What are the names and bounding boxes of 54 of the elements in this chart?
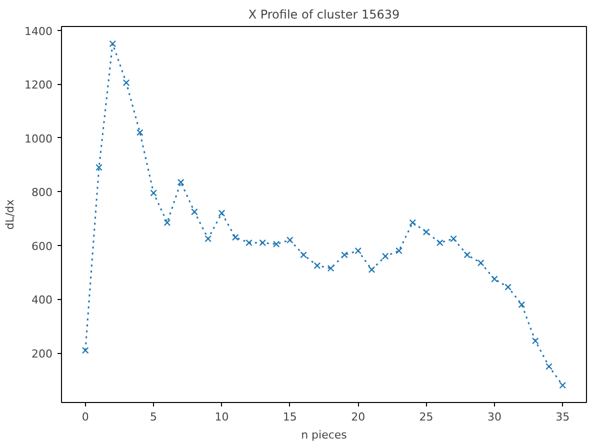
point	[82, 346, 89, 354]
point	[96, 164, 102, 171]
x-tick-label: 5	[150, 410, 158, 424]
x-tick-label: 15	[282, 410, 297, 424]
point	[272, 240, 280, 248]
x-tick-label: 30	[487, 410, 502, 424]
point	[177, 178, 184, 186]
y-tick-label: 1200	[24, 78, 53, 92]
point	[477, 259, 484, 266]
point	[164, 219, 171, 226]
point	[409, 219, 416, 226]
point	[368, 266, 376, 274]
point	[314, 262, 321, 270]
y-axis-title: dL/dx	[4, 198, 17, 230]
point	[218, 210, 226, 217]
point	[204, 235, 212, 242]
y-tick-label: 800	[32, 186, 53, 200]
point	[422, 228, 430, 236]
y-tick-label: 400	[32, 294, 53, 307]
point	[327, 264, 334, 272]
point	[504, 284, 512, 291]
x-tick-label: 10	[214, 410, 229, 424]
point	[341, 251, 348, 258]
y-tick-label: 600	[32, 240, 53, 253]
point	[546, 363, 552, 370]
point	[246, 239, 252, 246]
point	[286, 236, 294, 244]
point	[122, 79, 130, 86]
x-tick-label: 35	[556, 410, 570, 424]
point	[491, 276, 498, 282]
point	[354, 247, 362, 254]
y-tick-label: 200	[32, 348, 53, 361]
point	[532, 337, 539, 344]
x-tick-label: 20	[351, 410, 366, 424]
y-tick-label: 1000	[24, 132, 53, 146]
chart-title: X Profile of cluster 15639	[248, 8, 400, 22]
point	[109, 40, 116, 48]
y-tick-label: 1400	[24, 24, 53, 38]
point	[382, 252, 389, 260]
point	[150, 190, 157, 196]
point	[259, 239, 266, 246]
point	[191, 208, 198, 216]
point	[232, 234, 239, 241]
point	[136, 129, 144, 136]
x-axis-title: n pieces	[301, 428, 348, 442]
point	[436, 239, 444, 246]
point	[396, 247, 402, 254]
x-tick-label: 0	[82, 410, 89, 424]
point	[518, 301, 526, 308]
point	[559, 382, 566, 389]
x-tick-label: 25	[419, 410, 434, 424]
point	[300, 251, 307, 258]
point	[464, 251, 471, 258]
point	[450, 235, 457, 242]
